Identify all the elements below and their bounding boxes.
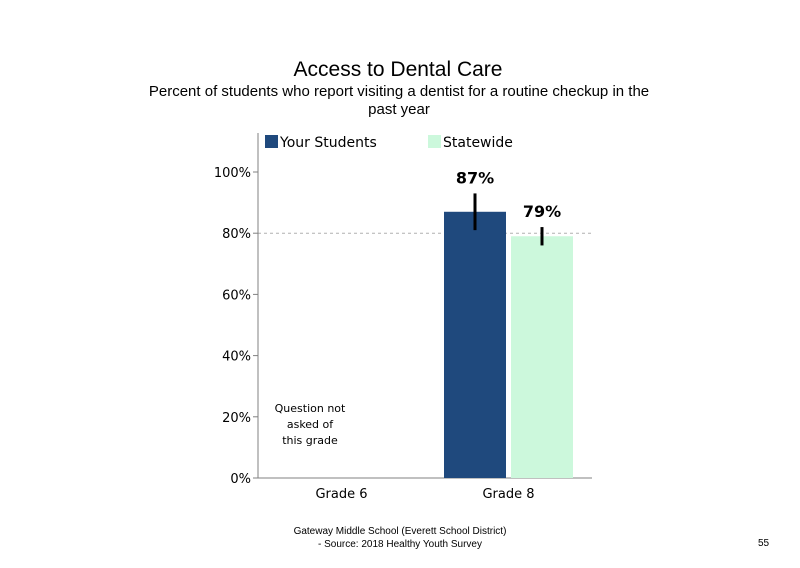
chart-subtitle: Percent of students who report visiting … <box>148 83 650 118</box>
data-label: 87% <box>456 168 494 187</box>
y-tick-label: 20% <box>222 411 251 426</box>
legend-swatch <box>265 135 278 148</box>
page-number: 55 <box>758 538 770 549</box>
data-label: 79% <box>523 202 561 221</box>
y-tick-label: 80% <box>222 227 251 242</box>
source-school: Gateway Middle School (Everett School Di… <box>293 526 507 537</box>
y-tick-label: 100% <box>214 166 251 181</box>
legend-label: Your Students <box>279 135 377 151</box>
chart-title: Access to Dental Care <box>293 58 503 81</box>
legend-label: Statewide <box>443 135 513 151</box>
y-tick-label: 40% <box>222 350 251 365</box>
x-tick-label: Grade 6 <box>315 487 367 502</box>
y-tick-label: 60% <box>222 288 251 303</box>
legend-swatch <box>428 135 441 148</box>
not-asked-note: Question not asked of this grade <box>274 402 346 447</box>
y-tick-label: 0% <box>230 472 251 487</box>
x-tick-label: Grade 8 <box>482 487 534 502</box>
source-survey: - Source: 2018 Healthy Youth Survey <box>318 539 482 550</box>
bar <box>444 211 506 478</box>
source-note: Gateway Middle School (Everett School Di… <box>255 525 545 551</box>
bar <box>511 236 573 478</box>
